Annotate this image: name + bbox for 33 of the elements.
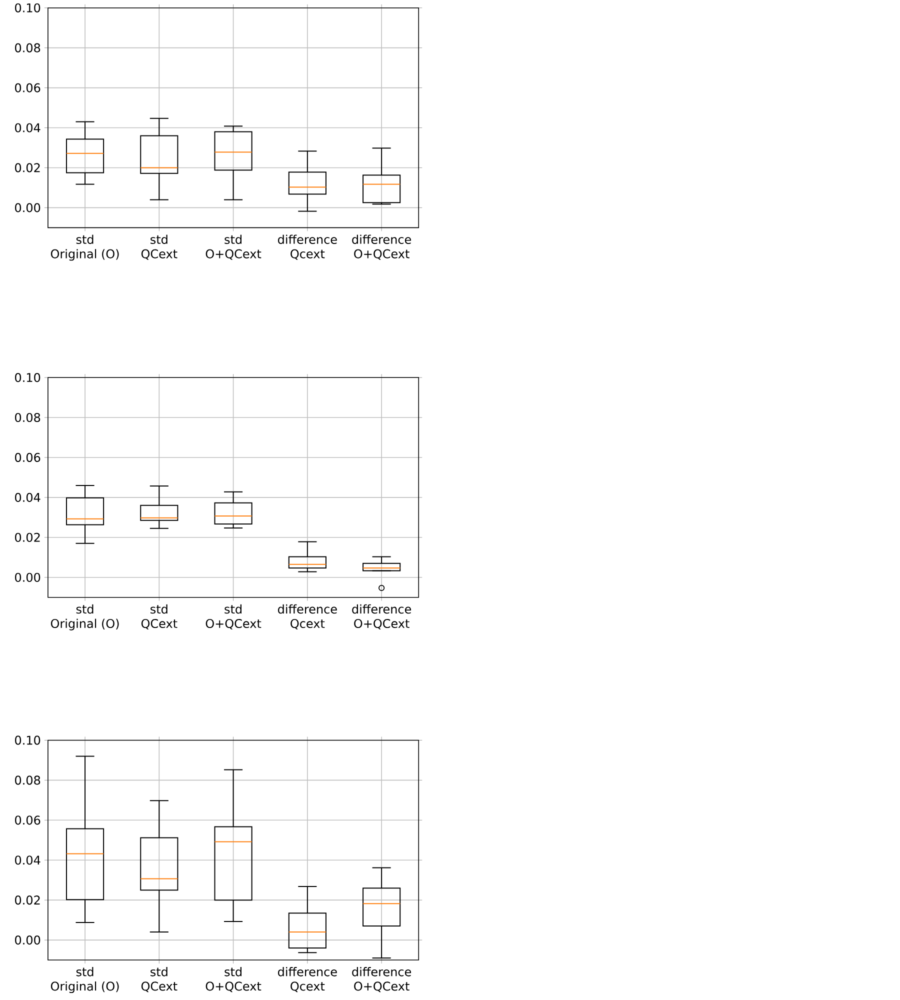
y-tick-label: 0.06 xyxy=(14,452,40,462)
y-tick-label: 0.10 xyxy=(14,3,40,12)
y-tick-label: 0.10 xyxy=(14,736,40,745)
y-tick-label: 0.06 xyxy=(14,816,40,825)
y-tick-label: 0.00 xyxy=(14,203,40,212)
y-tick-label: 0.08 xyxy=(14,43,40,52)
x-tick-label: difference Qcext xyxy=(278,234,337,260)
y-tick-label: 0.08 xyxy=(14,412,40,422)
y-tick-label: 0.02 xyxy=(14,896,40,905)
x-tick-label: std O+QCext xyxy=(206,967,262,992)
x-tick-label: difference Qcext xyxy=(278,604,337,630)
y-tick-label: 0.10 xyxy=(14,373,40,382)
x-tick-label: std QCext xyxy=(141,967,178,992)
y-tick-label: 0.08 xyxy=(14,776,40,785)
y-tick-label: 0.00 xyxy=(14,572,40,582)
x-tick-label: std Original (O) xyxy=(50,967,119,994)
x-tick-label: std QCext xyxy=(141,234,178,260)
y-tick-label: 0.06 xyxy=(14,83,40,92)
x-tick-label: std QCext xyxy=(141,604,178,630)
x-tick-label: std O+QCext xyxy=(206,234,262,260)
y-tick-label: 0.04 xyxy=(14,856,40,865)
x-tick-label: difference Qcext xyxy=(278,967,337,992)
y-tick-label: 0.02 xyxy=(14,163,40,172)
x-tick-label: std Original (O) xyxy=(50,604,119,630)
y-tick-label: 0.04 xyxy=(14,123,40,132)
x-tick-label: difference O+QCext xyxy=(352,967,411,992)
y-tick-label: 0.02 xyxy=(14,532,40,542)
x-tick-label: std Original (O) xyxy=(50,234,119,261)
x-tick-label: difference O+QCext xyxy=(352,604,411,630)
x-tick-label: difference O+QCext xyxy=(352,234,411,260)
y-tick-label: 0.00 xyxy=(14,936,40,945)
y-tick-label: 0.04 xyxy=(14,492,40,502)
x-tick-label: std O+QCext xyxy=(206,604,262,630)
